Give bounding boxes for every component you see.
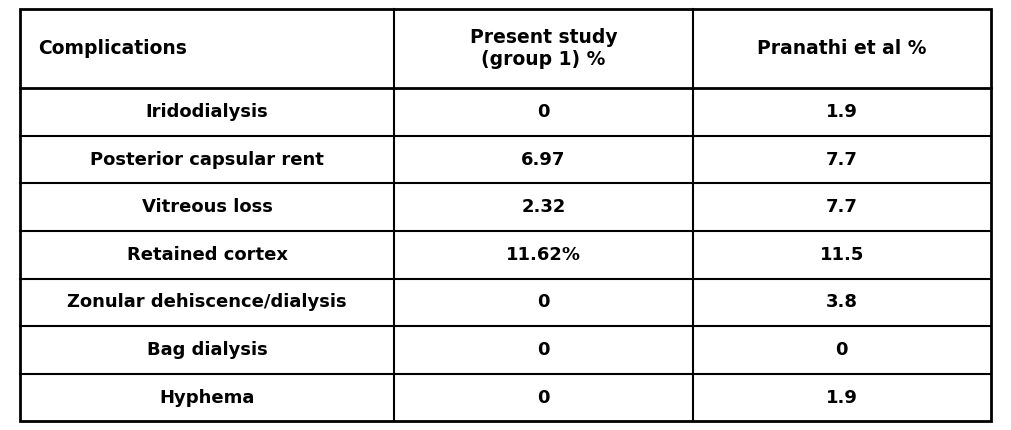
Text: Hyphema: Hyphema: [160, 389, 255, 407]
Text: 1.9: 1.9: [826, 389, 857, 407]
Text: 3.8: 3.8: [826, 293, 857, 311]
Text: Complications: Complications: [38, 39, 187, 58]
Text: Retained cortex: Retained cortex: [126, 246, 287, 264]
Text: 6.97: 6.97: [521, 150, 565, 169]
Text: Bag dialysis: Bag dialysis: [147, 341, 268, 359]
Text: 2.32: 2.32: [521, 198, 565, 216]
Text: 11.5: 11.5: [820, 246, 864, 264]
Text: 11.62%: 11.62%: [506, 246, 581, 264]
Text: 0: 0: [537, 293, 550, 311]
Text: 1.9: 1.9: [826, 103, 857, 121]
Text: 0: 0: [835, 341, 848, 359]
Text: Zonular dehiscence/dialysis: Zonular dehiscence/dialysis: [68, 293, 347, 311]
Text: Pranathi et al %: Pranathi et al %: [757, 39, 926, 58]
Text: Posterior capsular rent: Posterior capsular rent: [90, 150, 324, 169]
Text: 7.7: 7.7: [826, 198, 857, 216]
Text: 0: 0: [537, 341, 550, 359]
Text: 0: 0: [537, 389, 550, 407]
Text: 0: 0: [537, 103, 550, 121]
Text: Present study
(group 1) %: Present study (group 1) %: [469, 28, 617, 69]
Text: Vitreous loss: Vitreous loss: [142, 198, 273, 216]
Text: Iridodialysis: Iridodialysis: [146, 103, 269, 121]
Text: 7.7: 7.7: [826, 150, 857, 169]
